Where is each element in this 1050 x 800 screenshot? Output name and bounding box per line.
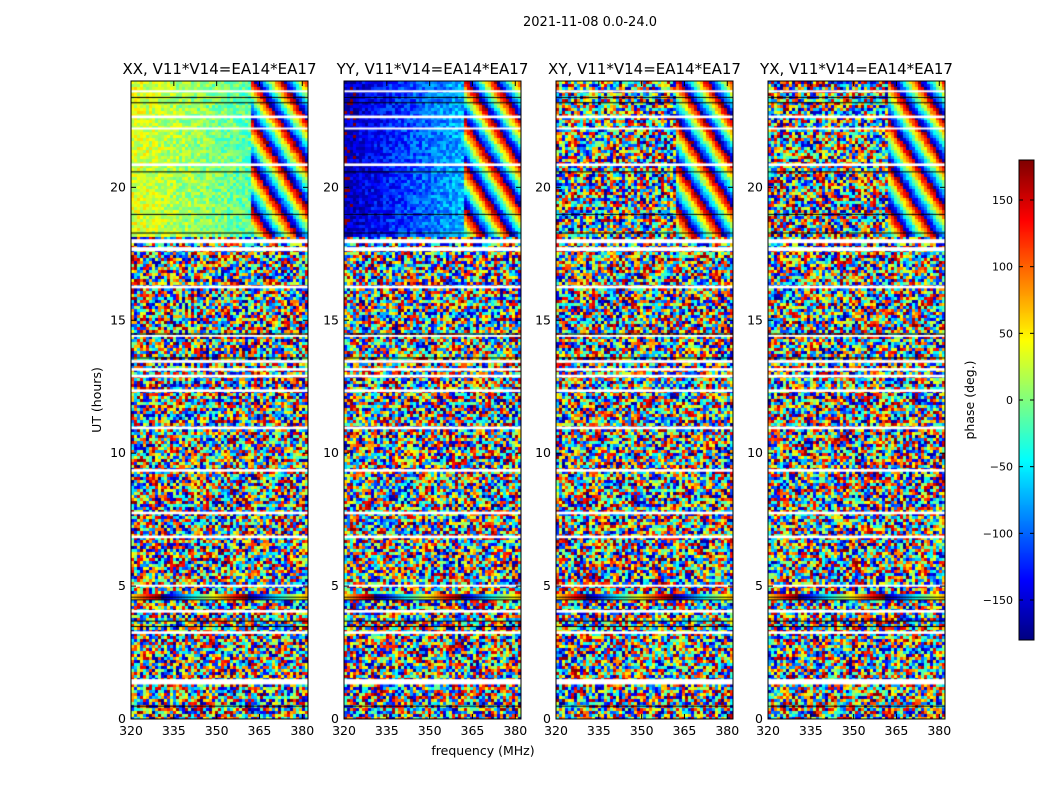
y-tick-label: 5 <box>118 578 126 593</box>
y-tick-label: 0 <box>118 711 126 726</box>
colorbar-tick-label: 50 <box>999 327 1013 340</box>
y-tick-label: 10 <box>535 445 551 460</box>
x-tick-label: 380 <box>290 723 314 738</box>
panel-title: YY, V11*V14=EA14*EA17 <box>336 60 529 78</box>
x-tick-label: 365 <box>248 723 272 738</box>
x-tick-label: 320 <box>332 723 356 738</box>
panel-heatmap <box>768 81 945 719</box>
y-tick-label: 20 <box>323 179 339 194</box>
x-tick-label: 350 <box>842 723 866 738</box>
y-tick-label: 15 <box>323 312 339 327</box>
x-tick-label: 320 <box>119 723 143 738</box>
panel-0: XX, V11*V14=EA14*EA17 320 335 350 365 380 0 5 10… <box>110 60 316 738</box>
panels: XX, V11*V14=EA14*EA17 320 335 350 365 380 0 5 10… <box>110 60 953 738</box>
colorbar-gradient <box>1019 160 1034 640</box>
y-tick-label: 10 <box>323 445 339 460</box>
y-tick-label: 0 <box>331 711 339 726</box>
panel-frame <box>130 80 309 720</box>
x-tick-label: 335 <box>587 723 611 738</box>
colorbar-label: phase (deg.) <box>962 361 977 440</box>
y-tick-label: 20 <box>535 179 551 194</box>
y-tick-label: 10 <box>110 445 126 460</box>
y-axis-label: UT (hours) <box>89 367 104 433</box>
y-tick-label: 10 <box>747 445 763 460</box>
colorbar-tick-label: 0 <box>1006 394 1013 407</box>
y-tick-label: 5 <box>755 578 763 593</box>
colorbar-tick-label: 100 <box>992 261 1013 274</box>
x-axis-label: frequency (MHz) <box>431 743 534 758</box>
x-tick-label: 380 <box>503 723 527 738</box>
panel-title: XX, V11*V14=EA14*EA17 <box>122 60 316 78</box>
panel-3: YX, V11*V14=EA14*EA17 320 335 350 365 380 0 5 10… <box>747 60 953 738</box>
panel-heatmap <box>344 81 521 719</box>
panel-frame <box>767 80 946 720</box>
panel-2: XY, V11*V14=EA14*EA17 320 335 350 365 380 0 5 10… <box>535 60 741 738</box>
x-tick-label: 380 <box>927 723 951 738</box>
panel-frame <box>555 80 734 720</box>
x-tick-label: 335 <box>799 723 823 738</box>
x-tick-label: 350 <box>418 723 442 738</box>
x-tick-label: 365 <box>885 723 909 738</box>
x-tick-label: 350 <box>205 723 229 738</box>
panel-title: XY, V11*V14=EA14*EA17 <box>548 60 741 78</box>
y-tick-label: 15 <box>110 312 126 327</box>
colorbar-tick-label: 150 <box>992 194 1013 207</box>
x-tick-label: 335 <box>162 723 186 738</box>
panel-heatmap <box>131 81 308 719</box>
x-tick-label: 320 <box>756 723 780 738</box>
x-tick-label: 350 <box>630 723 654 738</box>
x-tick-label: 380 <box>715 723 739 738</box>
panel-frame <box>343 80 522 720</box>
y-tick-label: 0 <box>755 711 763 726</box>
colorbar: 150 100 50 0 −50 −100 −150 <box>983 159 1035 641</box>
panel-title: YX, V11*V14=EA14*EA17 <box>759 60 953 78</box>
y-tick-label: 15 <box>747 312 763 327</box>
y-tick-label: 20 <box>110 179 126 194</box>
y-tick-label: 15 <box>535 312 551 327</box>
panel-heatmap <box>556 81 733 719</box>
x-tick-label: 335 <box>375 723 399 738</box>
x-tick-label: 365 <box>461 723 485 738</box>
figure-suptitle: 2021-11-08 0.0-24.0 <box>523 15 657 30</box>
y-tick-label: 0 <box>543 711 551 726</box>
colorbar-tick-label: −50 <box>990 461 1013 474</box>
colorbar-tick-label: −150 <box>983 594 1013 607</box>
panel-1: YY, V11*V14=EA14*EA17 320 335 350 365 380 0 5 10… <box>323 60 528 738</box>
y-tick-label: 5 <box>543 578 551 593</box>
colorbar-tick-label: −100 <box>983 527 1013 540</box>
y-tick-label: 5 <box>331 578 339 593</box>
x-tick-label: 320 <box>544 723 568 738</box>
x-tick-label: 365 <box>673 723 697 738</box>
y-tick-label: 20 <box>747 179 763 194</box>
